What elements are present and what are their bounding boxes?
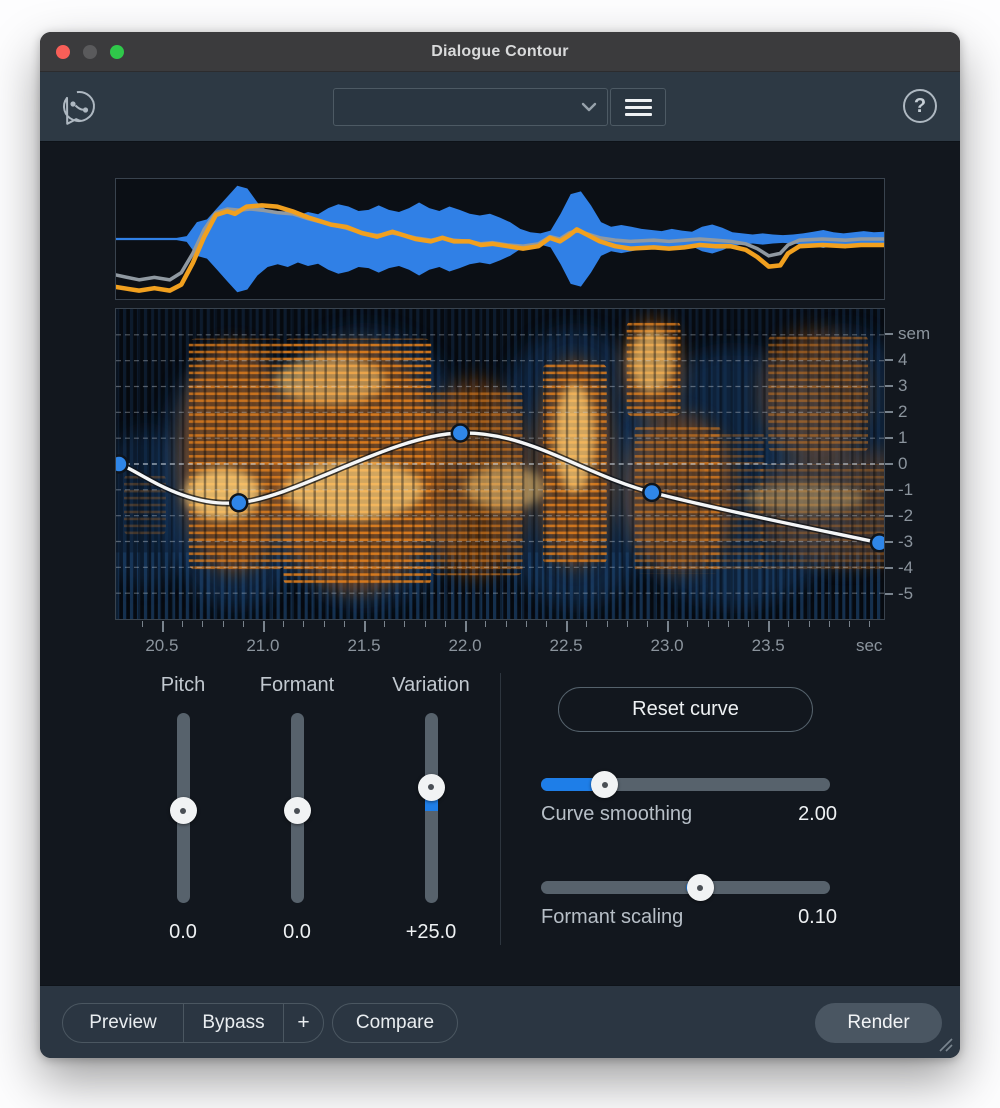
dialogue-contour-logo-icon: [63, 91, 95, 125]
preset-dropdown[interactable]: [333, 88, 608, 126]
main-content: sem 4 3 2 1 0 -1 -2 -3 -4 -5 20.5 21.0 21.5 22.0 22.5 2…: [40, 142, 960, 985]
add-button[interactable]: +: [283, 1004, 323, 1042]
formant-scaling-label: Formant scaling: [541, 906, 684, 928]
time-tick-label: 23.0: [650, 636, 684, 655]
dialogue-contour-window: Dialogue Contour: [40, 32, 960, 1058]
formant-slider-group: Formant 0.0: [237, 673, 357, 943]
waveform-plot: [116, 185, 884, 293]
time-axis: 20.5 21.0 21.5 22.0 22.5 23.0 23.5 sec: [115, 620, 895, 674]
time-tick-label: 21.5: [347, 636, 381, 655]
chevron-down-icon: [581, 102, 597, 112]
semitone-tick-label: -4: [898, 558, 914, 577]
waveform-overview-panel[interactable]: [115, 178, 885, 300]
time-tick-label: 22.5: [549, 636, 583, 655]
semitone-tick-label: 1: [898, 428, 908, 447]
curve-smoothing-track[interactable]: [541, 771, 830, 798]
formant-label: Formant: [259, 674, 335, 696]
semitone-tick-label: 2: [898, 402, 908, 421]
minimize-button[interactable]: [83, 45, 97, 59]
preset-menu-button[interactable]: [610, 88, 666, 126]
curve-control-point[interactable]: [450, 423, 471, 443]
spectrogram-texture: [116, 309, 884, 619]
curve-smoothing-label: Curve smoothing: [541, 803, 693, 825]
semitone-tick-label: 0: [898, 454, 908, 473]
variation-label: Variation: [392, 674, 470, 696]
variation-slider-track[interactable]: [417, 713, 445, 903]
preset-controls: [333, 88, 666, 126]
semitone-axis: sem 4 3 2 1 0 -1 -2 -3 -4 -5: [885, 308, 955, 620]
pitch-slider-knob[interactable]: [169, 797, 197, 825]
preview-button-group: Preview Bypass +: [62, 1003, 324, 1043]
curve-smoothing-value[interactable]: 2.00: [798, 803, 837, 825]
time-tick-label: 20.5: [145, 636, 179, 655]
time-tick-label: 22.0: [448, 636, 482, 655]
bypass-button[interactable]: Bypass: [183, 1004, 283, 1042]
curve-smoothing-knob[interactable]: [591, 771, 619, 798]
toolbar: ?: [40, 72, 960, 142]
variation-slider-knob[interactable]: [417, 773, 445, 801]
render-button[interactable]: Render: [815, 1003, 942, 1043]
hamburger-icon: [624, 98, 652, 102]
semitone-tick-label: 4: [898, 350, 908, 369]
formant-scaling-value[interactable]: 0.10: [798, 906, 837, 928]
transport-bar: Preview Bypass + Compare Render: [40, 985, 960, 1058]
curve-control-point[interactable]: [229, 493, 249, 513]
formant-scaling-track[interactable]: [541, 874, 830, 901]
help-button[interactable]: ?: [903, 89, 937, 123]
title-bar[interactable]: Dialogue Contour: [40, 32, 960, 72]
pitch-slider-track[interactable]: [169, 713, 197, 903]
pitch-slider-group: Pitch 0.0: [123, 673, 243, 943]
traffic-lights: [56, 45, 124, 59]
window-title: Dialogue Contour: [431, 42, 569, 60]
formant-value[interactable]: 0.0: [283, 921, 311, 943]
semitone-tick-label: -1: [898, 480, 914, 499]
reset-curve-button[interactable]: Reset curve: [558, 687, 813, 732]
spectrogram-curve-editor[interactable]: [115, 308, 885, 620]
semitone-unit-label: sem: [898, 324, 931, 343]
variation-value[interactable]: +25.0: [405, 921, 457, 943]
semitone-tick-label: -2: [898, 506, 914, 525]
semitone-tick-label: -3: [898, 532, 914, 551]
pitch-value[interactable]: 0.0: [169, 921, 197, 943]
pitch-label: Pitch: [160, 674, 206, 696]
semitone-tick-label: -5: [898, 584, 914, 603]
time-tick-label: 23.5: [751, 636, 785, 655]
curve-control-point[interactable]: [642, 482, 662, 503]
curve-control-point[interactable]: [869, 533, 884, 553]
formant-slider-knob[interactable]: [283, 797, 311, 825]
time-tick-label: 21.0: [246, 636, 280, 655]
curve-control-point[interactable]: [116, 454, 129, 474]
semitone-tick-label: 3: [898, 376, 908, 395]
question-mark-icon: ?: [913, 94, 927, 117]
resize-grip[interactable]: [936, 1035, 954, 1053]
zoom-button[interactable]: [110, 45, 124, 59]
variation-slider-group: Variation +25.0: [371, 673, 491, 943]
semitone-gridlines: [116, 334, 884, 594]
preview-button[interactable]: Preview: [89, 1012, 157, 1033]
time-unit-label: sec: [855, 636, 883, 655]
close-button[interactable]: [56, 45, 70, 59]
spectrogram-plot: [116, 309, 884, 619]
formant-slider-track[interactable]: [283, 713, 311, 903]
pitch-curve[interactable]: [116, 423, 884, 553]
curve-smoothing-fill: [541, 778, 605, 791]
section-divider: [500, 673, 501, 945]
compare-button[interactable]: Compare: [332, 1003, 458, 1043]
formant-scaling-knob[interactable]: [686, 874, 714, 901]
